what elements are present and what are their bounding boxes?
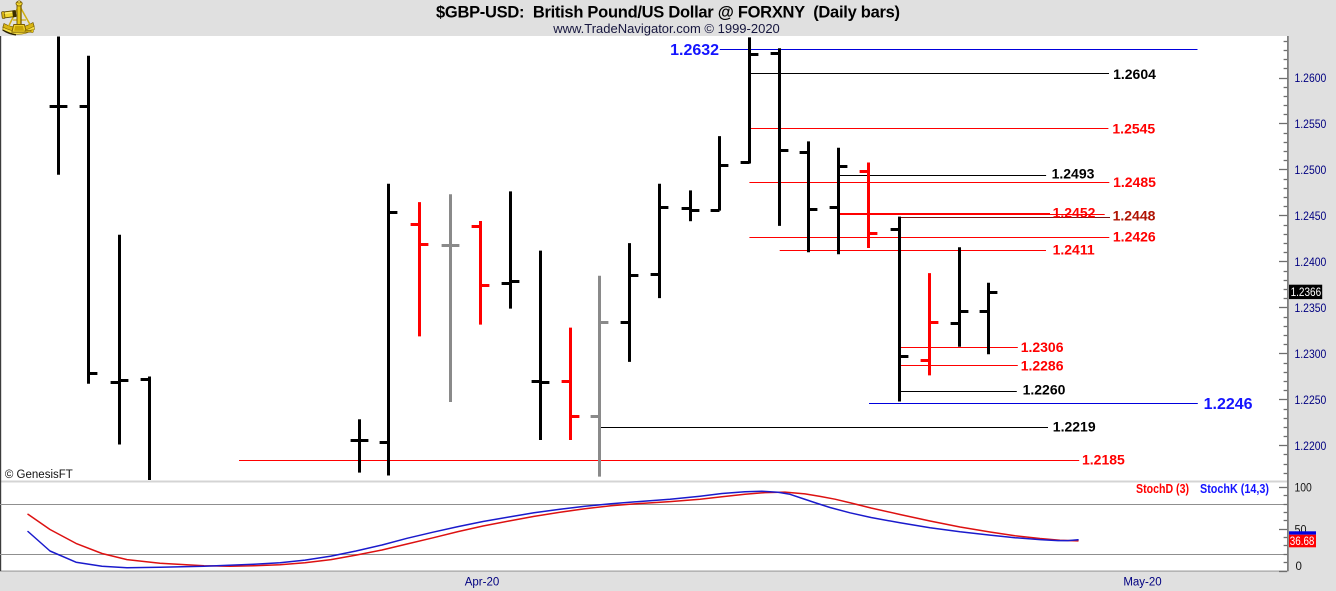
svg-text:1.2200: 1.2200 — [1295, 441, 1327, 453]
svg-text:1.2500: 1.2500 — [1295, 165, 1327, 177]
svg-text:1.2545: 1.2545 — [1112, 120, 1155, 136]
svg-text:1.2426: 1.2426 — [1113, 229, 1156, 245]
svg-text:1.2219: 1.2219 — [1053, 419, 1096, 435]
svg-text:1.2260: 1.2260 — [1023, 381, 1066, 397]
svg-text:1.2246: 1.2246 — [1204, 396, 1253, 413]
svg-text:© GenesisFT: © GenesisFT — [5, 469, 73, 481]
svg-text:May-20: May-20 — [1123, 577, 1161, 589]
svg-text:1.2366: 1.2366 — [1291, 287, 1322, 299]
svg-text:1.2604: 1.2604 — [1113, 66, 1156, 82]
svg-text:100: 100 — [1295, 483, 1312, 495]
svg-text:1.2300: 1.2300 — [1295, 349, 1327, 361]
svg-text:1.2450: 1.2450 — [1295, 211, 1327, 223]
svg-text:1.2185: 1.2185 — [1082, 452, 1125, 468]
svg-text:1.2452: 1.2452 — [1053, 205, 1096, 221]
svg-text:0: 0 — [1296, 561, 1302, 573]
svg-text:1.2600: 1.2600 — [1295, 73, 1327, 85]
svg-text:Apr-20: Apr-20 — [465, 577, 500, 589]
svg-text:1.2448: 1.2448 — [1113, 207, 1156, 223]
svg-text:1.2485: 1.2485 — [1113, 174, 1156, 190]
svg-text:1.2493: 1.2493 — [1052, 165, 1095, 181]
svg-text:StochD (3): StochD (3) — [1136, 482, 1189, 496]
svg-text:1.2550: 1.2550 — [1295, 119, 1327, 131]
svg-text:36.68: 36.68 — [1290, 536, 1315, 548]
svg-text:1.2306: 1.2306 — [1021, 339, 1064, 355]
svg-text:1.2632: 1.2632 — [670, 42, 719, 59]
svg-text:1.2350: 1.2350 — [1295, 303, 1327, 315]
svg-text:www.TradeNavigator.com © 1999-: www.TradeNavigator.com © 1999-2020 — [552, 21, 780, 36]
svg-text:StochK (14,3): StochK (14,3) — [1200, 482, 1269, 496]
svg-text:1.2286: 1.2286 — [1021, 357, 1064, 373]
svg-text:$GBP-USD: British Pound/US Do: $GBP-USD: British Pound/US Dollar @ FORX… — [436, 4, 900, 22]
svg-text:1.2400: 1.2400 — [1295, 257, 1327, 269]
svg-text:1.2250: 1.2250 — [1295, 395, 1327, 407]
svg-text:1.2411: 1.2411 — [1053, 241, 1095, 257]
